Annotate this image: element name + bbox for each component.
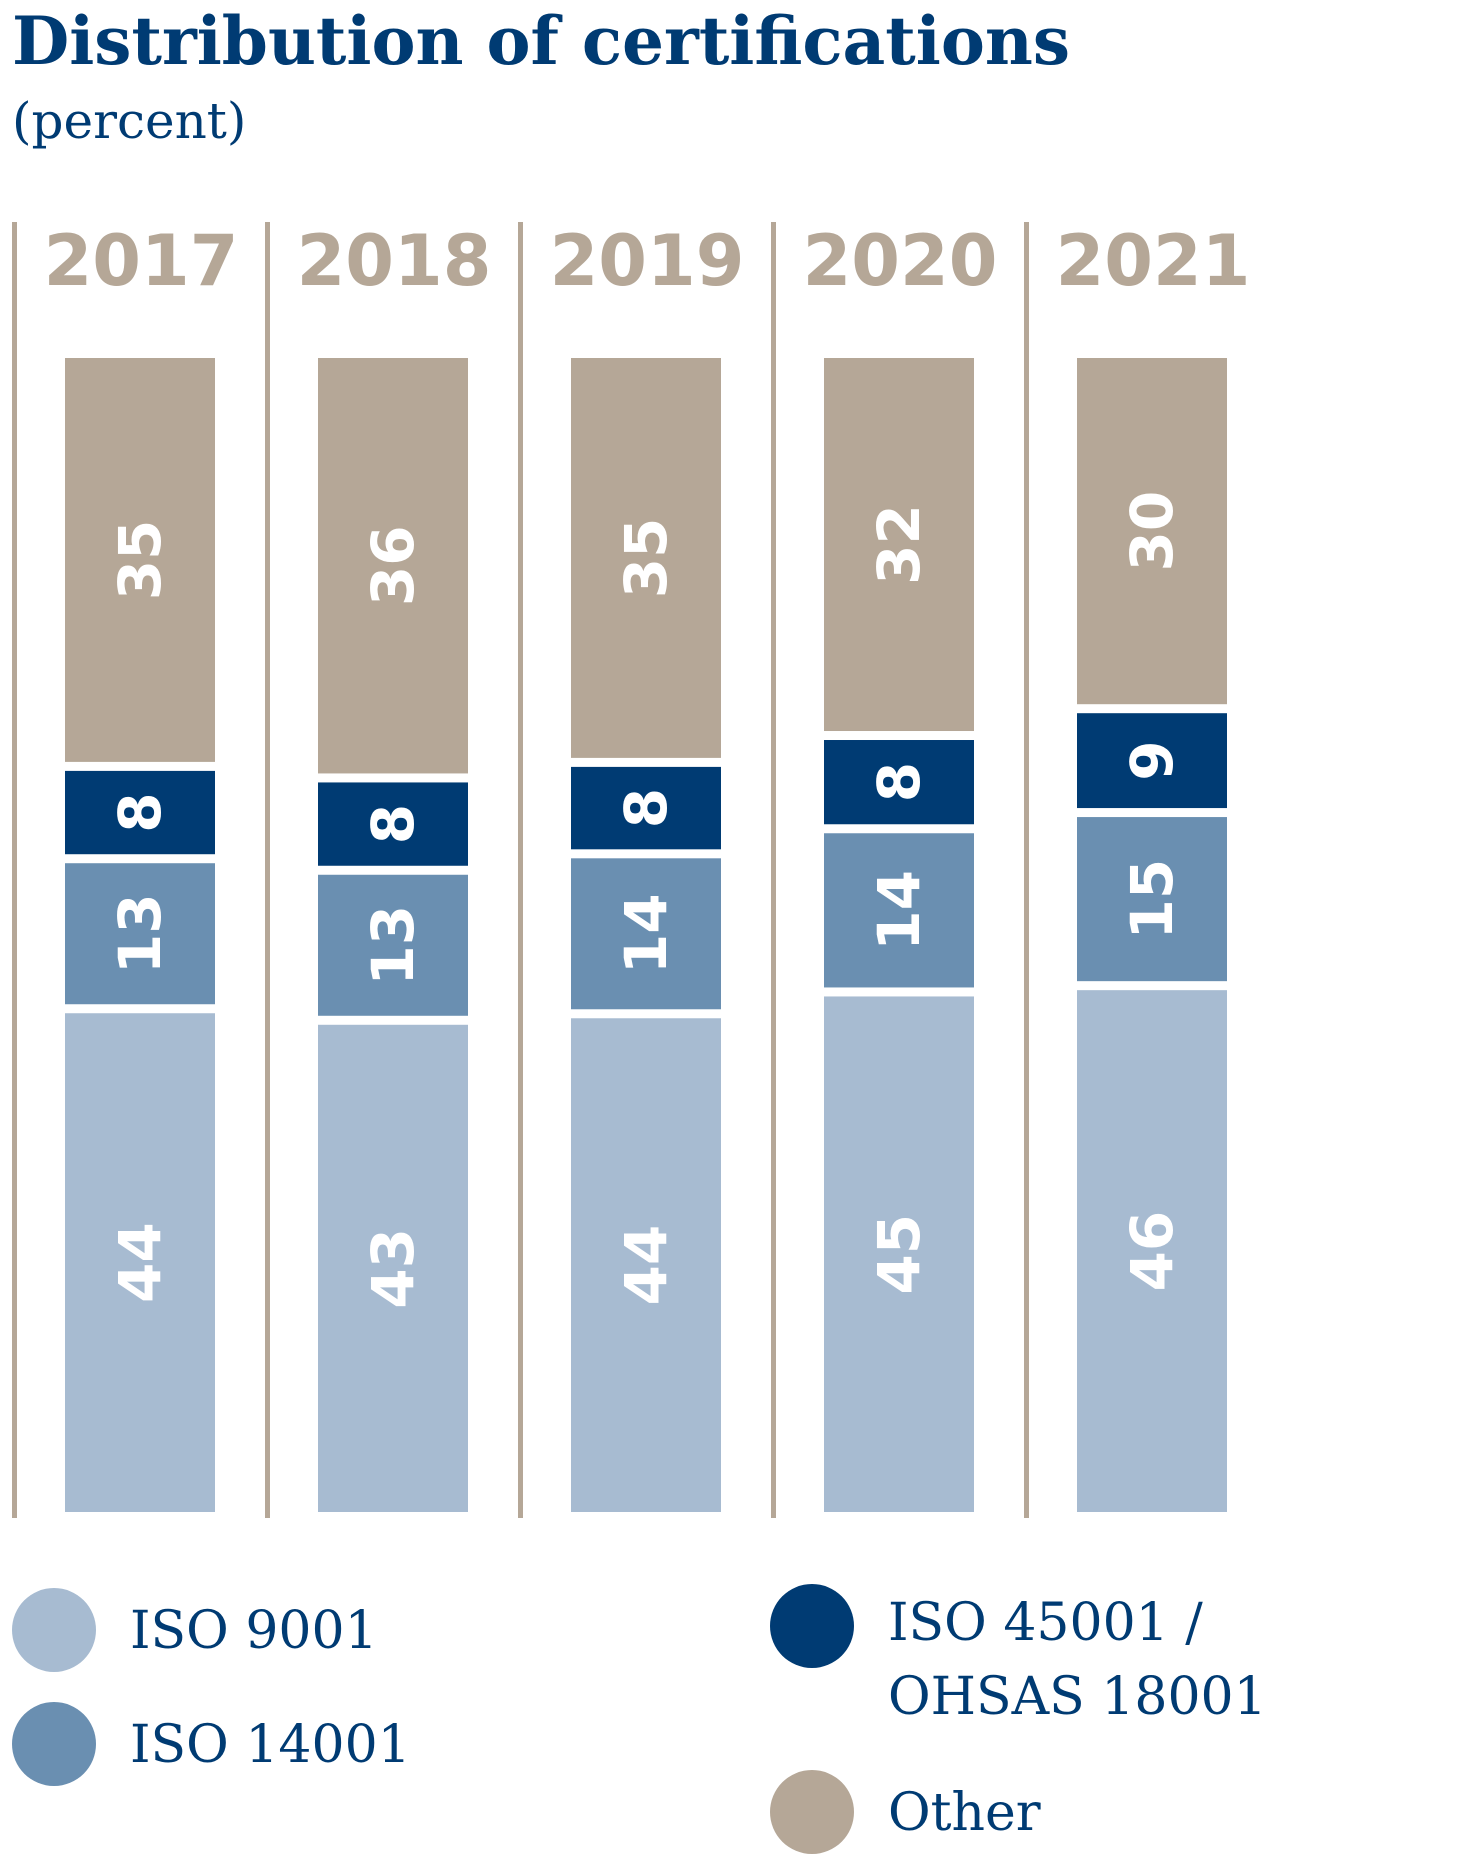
bar-segment-other-2018 [318, 358, 468, 774]
legend-swatch-iso14001 [12, 1702, 96, 1786]
bar-segment-iso-9001-2021 [1077, 990, 1227, 1512]
category-label-2019: 2019 [550, 220, 745, 302]
bar-segment-iso-9001-2018 [318, 1024, 468, 1512]
data-label-other-2017: 35 [106, 520, 174, 601]
column-separator-2017 [12, 222, 17, 1518]
bar-segment-other-2017 [65, 358, 215, 762]
legend-label-iso45001-line1: ISO 45001 / [888, 1593, 1203, 1653]
legend-label-iso9001: ISO 9001 [130, 1601, 378, 1661]
category-label-2020: 2020 [803, 220, 998, 302]
column-separator-2019 [518, 222, 523, 1518]
bar-segment-other-2019 [571, 358, 721, 758]
data-label-other-2019: 35 [612, 518, 680, 599]
data-label-iso-45001-ohsas-18001-2019: 8 [612, 788, 680, 828]
column-separator-2020 [771, 222, 776, 1518]
data-label-iso-45001-ohsas-18001-2018: 8 [359, 804, 427, 844]
legend-swatch-iso9001 [12, 1588, 96, 1672]
category-label-2021: 2021 [1056, 220, 1251, 302]
bar-segment-iso-45001-ohsas-18001-2021 [1077, 713, 1227, 809]
data-label-iso-9001-2019: 44 [612, 1225, 680, 1306]
data-label-iso-9001-2020: 45 [865, 1214, 933, 1295]
stacked-bar-chart: 2017 44 13 8 35 2018 43 13 8 36 2019 44 14 8 35 2020 45 1… [12, 220, 1251, 1518]
data-label-iso-9001-2018: 43 [359, 1228, 427, 1309]
bar-segment-iso-14001-2019 [571, 858, 721, 1010]
legend-label-other: Other [888, 1783, 1041, 1843]
data-label-other-2018: 36 [359, 525, 427, 606]
column-separator-2021 [1024, 222, 1029, 1518]
column-separator-2018 [265, 222, 270, 1518]
data-label-iso-14001-2019: 14 [612, 893, 680, 974]
chart-title: Distribution of certifications [12, 2, 1071, 80]
data-label-iso-45001-ohsas-18001-2017: 8 [106, 792, 174, 832]
bar-segment-iso-14001-2017 [65, 863, 215, 1005]
legend-swatch-other [770, 1770, 854, 1854]
bar-segment-other-2021 [1077, 358, 1227, 705]
bar-segment-iso-14001-2020 [824, 833, 974, 988]
data-label-iso-14001-2021: 15 [1118, 859, 1186, 940]
legend-swatch-iso45001 [770, 1584, 854, 1668]
data-label-iso-9001-2021: 46 [1118, 1211, 1186, 1292]
legend-label-iso45001-line2: OHSAS 18001 [888, 1667, 1267, 1727]
bar-segment-iso-9001-2019 [571, 1018, 721, 1512]
category-label-2017: 2017 [44, 220, 239, 302]
data-label-iso-9001-2017: 44 [106, 1222, 174, 1303]
bar-segment-iso-45001-ohsas-18001-2019 [571, 766, 721, 850]
data-label-iso-45001-ohsas-18001-2020: 8 [865, 762, 933, 802]
data-label-iso-14001-2018: 13 [359, 905, 427, 986]
data-label-other-2021: 30 [1118, 491, 1186, 572]
bar-segment-iso-14001-2018 [318, 874, 468, 1016]
chart-subtitle: (percent) [12, 92, 247, 150]
bar-segment-iso-14001-2021 [1077, 817, 1227, 982]
bar-segment-iso-45001-ohsas-18001-2017 [65, 770, 215, 855]
bar-segment-iso-9001-2020 [824, 996, 974, 1512]
legend-label-iso14001: ISO 14001 [130, 1715, 411, 1775]
bar-segment-other-2020 [824, 358, 974, 732]
data-label-iso-14001-2017: 13 [106, 893, 174, 974]
bar-segment-iso-9001-2017 [65, 1013, 215, 1512]
data-label-other-2020: 32 [865, 504, 933, 585]
data-label-iso-45001-ohsas-18001-2021: 9 [1118, 740, 1186, 780]
bar-segment-iso-45001-ohsas-18001-2020 [824, 740, 974, 825]
data-label-iso-14001-2020: 14 [865, 870, 933, 951]
bar-segment-iso-45001-ohsas-18001-2018 [318, 782, 468, 866]
category-label-2018: 2018 [297, 220, 492, 302]
